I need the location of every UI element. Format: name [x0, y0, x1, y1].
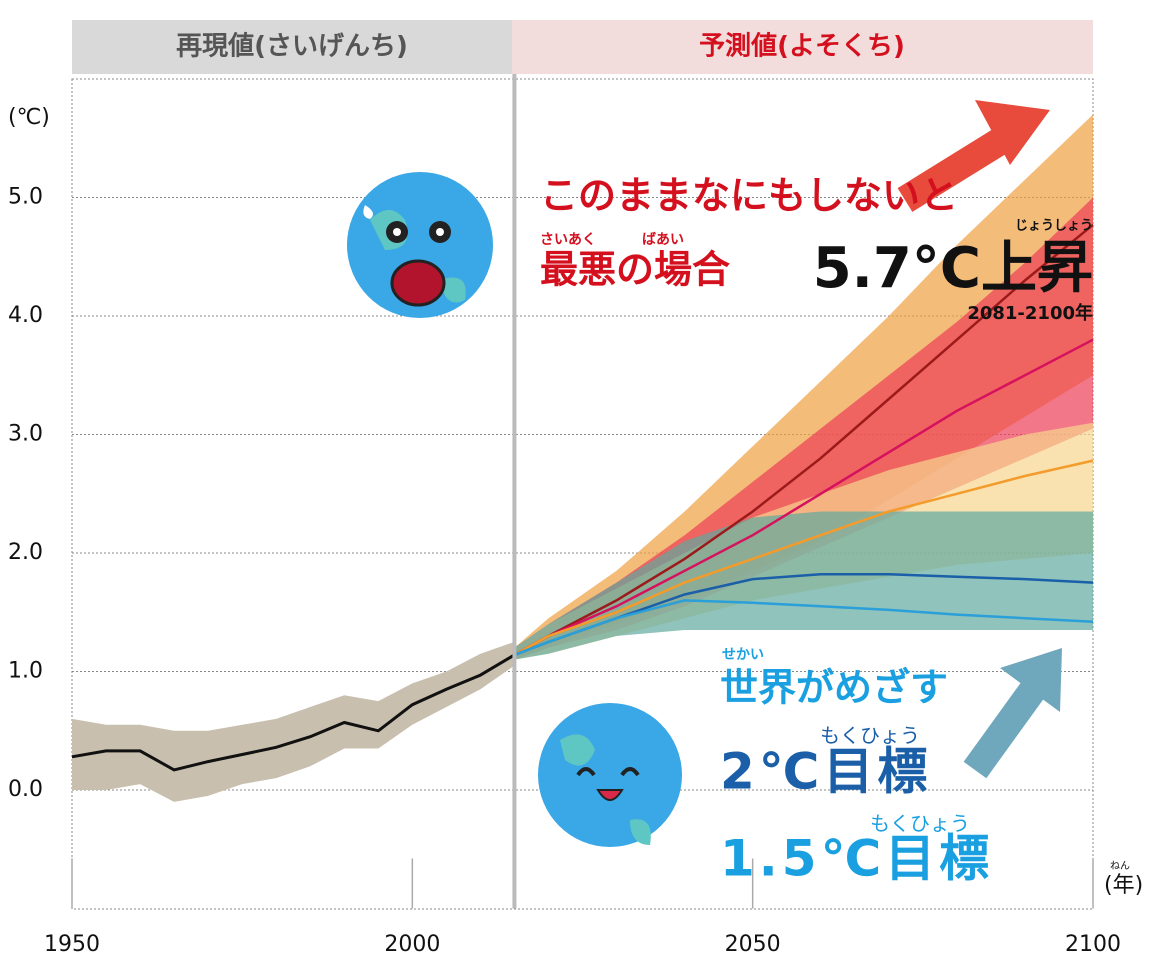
header-left-bg — [72, 20, 512, 74]
line — [513, 599, 1094, 657]
y-tick-label: 4.0 — [8, 303, 43, 328]
earth-happy — [538, 703, 682, 847]
line — [513, 338, 1094, 656]
eyes — [576, 767, 640, 777]
x-unit-ruby: ねん — [1110, 860, 1130, 872]
arrow-up-red — [897, 100, 1050, 212]
eye — [436, 228, 444, 236]
ruby: ばあい — [642, 232, 684, 248]
mouth — [596, 789, 624, 801]
annotation-headline: このままなにもしないと — [540, 174, 958, 218]
background — [71, 20, 1094, 910]
ruby: もくひょう — [870, 812, 970, 836]
eye — [393, 228, 401, 236]
sweat — [363, 205, 374, 219]
earth-worried — [347, 172, 493, 318]
arrow-head — [975, 100, 1050, 165]
ruby: せかい — [722, 647, 764, 663]
plot-layer — [71, 74, 1094, 909]
y-unit: (℃) — [8, 105, 50, 130]
header-right: 予測値(よそくち) — [699, 32, 905, 62]
mouth — [390, 259, 446, 307]
line — [71, 653, 516, 772]
ruby: さいあく — [540, 232, 596, 248]
header-left: 再現値(さいげんち) — [176, 32, 408, 62]
line — [513, 223, 1094, 656]
x-tick-label: 1950 — [44, 932, 100, 957]
annotation-goal-15: 1.5℃目標 — [720, 830, 993, 888]
arrow-head — [1000, 648, 1062, 712]
y-tick-label: 1.0 — [8, 659, 43, 684]
x-tick-label: 2000 — [384, 932, 440, 957]
earth — [538, 703, 682, 847]
y-tick-label: 2.0 — [8, 540, 43, 565]
x-tick-label: 2100 — [1065, 932, 1121, 957]
ruby: もくひょう — [820, 724, 920, 748]
y-tick-label: 3.0 — [8, 422, 43, 447]
arrow-shaft — [963, 671, 1052, 779]
arrow-shaft — [897, 123, 1018, 212]
arrow-up-blue — [963, 648, 1062, 779]
annotation-rise: 5.7°C上昇 — [813, 236, 1093, 301]
land — [560, 734, 651, 845]
header-right-bg — [512, 20, 1093, 74]
annotation-goal-2: 2℃目標 — [720, 743, 931, 801]
x-tick-label: 2050 — [725, 932, 781, 957]
uncertainty-band — [514, 511, 1093, 660]
uncertainty-band — [72, 641, 515, 802]
annotation-world-goal: 世界がめざす — [720, 666, 948, 710]
line — [513, 459, 1094, 656]
x-unit: (年) — [1104, 873, 1143, 898]
annotation-worst-case: 最悪の場合 — [540, 248, 730, 292]
y-tick-label: 0.0 — [8, 777, 43, 802]
annotation-period: 2081-2100年 — [967, 302, 1093, 324]
y-tick-label: 5.0 — [8, 185, 43, 210]
ruby: じょうしょう — [1015, 219, 1093, 234]
